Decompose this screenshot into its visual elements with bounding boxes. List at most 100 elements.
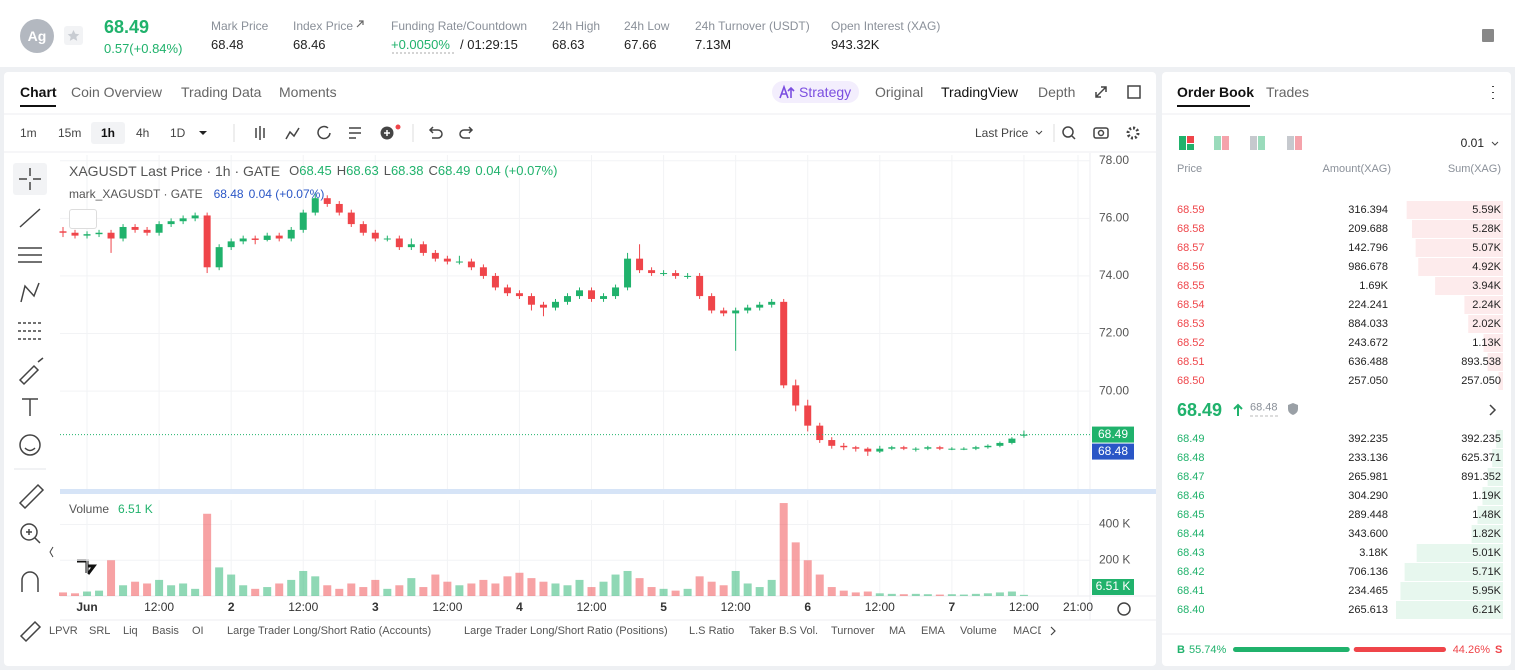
strategy-pill[interactable]: [772, 81, 859, 103]
depth-bar: [1468, 315, 1503, 333]
brush-tool[interactable]: [18, 357, 44, 386]
tick-size[interactable]: 0.01: [1460, 136, 1484, 150]
y-tick-label: 70.00: [1099, 383, 1129, 397]
view-tab[interactable]: Strategy: [799, 84, 852, 100]
scroll-arrow[interactable]: [1050, 626, 1056, 636]
indicator-tab[interactable]: Liq: [123, 625, 138, 637]
interval[interactable]: 15m: [58, 126, 82, 140]
vol-tick-label: 400 K: [1099, 517, 1130, 531]
indicator-tab[interactable]: LPVR: [49, 625, 78, 637]
x-tick-label: 12:00: [432, 600, 462, 614]
list-icon[interactable]: [349, 127, 361, 139]
text-tool[interactable]: [22, 398, 38, 416]
ob-amount: 243.672: [1348, 337, 1388, 349]
crosshair-tool[interactable]: [19, 168, 41, 190]
indicator-tab[interactable]: Turnover: [831, 625, 875, 637]
view-tab[interactable]: Depth: [1038, 84, 1076, 100]
volume-bar: [767, 579, 776, 596]
lock-tool[interactable]: [19, 620, 42, 643]
indicator-tab[interactable]: Basis: [152, 625, 179, 637]
indicator-tab[interactable]: MA: [889, 625, 906, 637]
candle-icon[interactable]: [255, 126, 265, 140]
ob-sum: 3.94K: [1472, 280, 1501, 292]
candle-body: [816, 425, 824, 441]
emoji-tool[interactable]: [19, 434, 41, 456]
indicator-tab[interactable]: SRL: [89, 625, 111, 637]
volume-bar: [695, 576, 704, 596]
expand-icon[interactable]: [1095, 86, 1107, 98]
indicator-icon[interactable]: [285, 127, 300, 140]
zoom-tool[interactable]: [20, 523, 38, 541]
interval[interactable]: 1D: [170, 126, 186, 140]
volume-bar: [983, 593, 992, 596]
ruler-tool[interactable]: [18, 483, 45, 510]
hline-tool[interactable]: [18, 247, 42, 263]
window-icon[interactable]: [1127, 85, 1141, 99]
price-change: 0.57(+0.84%): [104, 41, 183, 56]
settings-icon[interactable]: [1126, 126, 1140, 140]
candle-body: [624, 258, 632, 288]
tool-active[interactable]: [13, 163, 47, 195]
undo-icon[interactable]: [428, 126, 443, 139]
ob-amount: 884.033: [1348, 318, 1388, 330]
line-tool[interactable]: [19, 208, 41, 228]
indicator-tab[interactable]: EMA: [921, 625, 945, 637]
view-tab[interactable]: Original: [875, 84, 924, 100]
ob-tab[interactable]: Order Book: [1177, 84, 1255, 100]
chart-tab[interactable]: Chart: [20, 84, 57, 100]
redo-icon[interactable]: [459, 126, 474, 139]
stat-value: 67.66: [624, 37, 657, 52]
ob-price: 68.42: [1177, 566, 1205, 578]
indicator-tab[interactable]: Taker B.S Vol.: [749, 625, 819, 637]
indicator-tab[interactable]: Volume: [960, 625, 997, 637]
interval[interactable]: 4h: [136, 126, 150, 140]
chart-tab[interactable]: Coin Overview: [71, 84, 163, 100]
camera-icon[interactable]: [1093, 127, 1109, 139]
y-tick-label: 74.00: [1099, 268, 1129, 282]
magnet-tool[interactable]: [21, 571, 39, 592]
volume-bar: [563, 585, 572, 596]
ob-price: 68.49: [1177, 433, 1205, 445]
notebook-icon[interactable]: [1482, 29, 1494, 42]
fib-tool[interactable]: [18, 322, 42, 340]
indicator-tab[interactable]: OI: [192, 625, 204, 637]
volume-bar: [599, 581, 608, 596]
indicator-tab[interactable]: Large Trader Long/Short Ratio (Accounts): [227, 625, 432, 637]
interval[interactable]: 1h: [101, 126, 116, 140]
axis-settings[interactable]: [1117, 602, 1131, 616]
x-tick-label: 3: [372, 600, 379, 614]
collapse-button[interactable]: [69, 209, 97, 229]
replay-icon[interactable]: [317, 125, 331, 140]
volume-bar: [335, 588, 344, 596]
buy-ratio: 55.74%: [1189, 644, 1227, 656]
volume-bar: [443, 581, 452, 596]
chart-tab[interactable]: Moments: [279, 84, 337, 100]
layout-icon[interactable]: [1179, 136, 1186, 150]
price-source[interactable]: Last Price: [975, 126, 1029, 140]
ob-amount: 209.688: [1348, 223, 1388, 235]
indicator-tab[interactable]: Large Trader Long/Short Ratio (Positions…: [464, 625, 668, 637]
layout-icon[interactable]: [1214, 136, 1221, 150]
indicator-tab[interactable]: MACD: [1013, 625, 1041, 637]
volume-bar: [215, 567, 224, 596]
candle-body: [780, 301, 788, 386]
ob-price: 68.41: [1177, 585, 1205, 597]
ob-tab[interactable]: Trades: [1266, 84, 1310, 100]
depth-bar: [1477, 506, 1503, 524]
volume-bar: [755, 587, 764, 596]
search-icon[interactable]: [1062, 126, 1074, 138]
collapse-arrow[interactable]: [49, 546, 54, 558]
pattern-tool[interactable]: [20, 282, 40, 303]
candle-body: [876, 448, 884, 452]
view-tab[interactable]: TradingView: [941, 84, 1019, 100]
x-tick-label: 6: [804, 600, 811, 614]
stat-value: 68.48: [211, 37, 244, 52]
layout-icon[interactable]: [1250, 136, 1257, 150]
layout-icon[interactable]: [1287, 136, 1294, 150]
expand-arrow[interactable]: [1489, 404, 1497, 416]
volume-bar: [503, 576, 512, 596]
volume-bar: [239, 585, 248, 596]
indicator-tab[interactable]: L.S Ratio: [689, 625, 735, 637]
chart-tab[interactable]: Trading Data: [181, 84, 262, 100]
interval[interactable]: 1m: [20, 126, 37, 140]
